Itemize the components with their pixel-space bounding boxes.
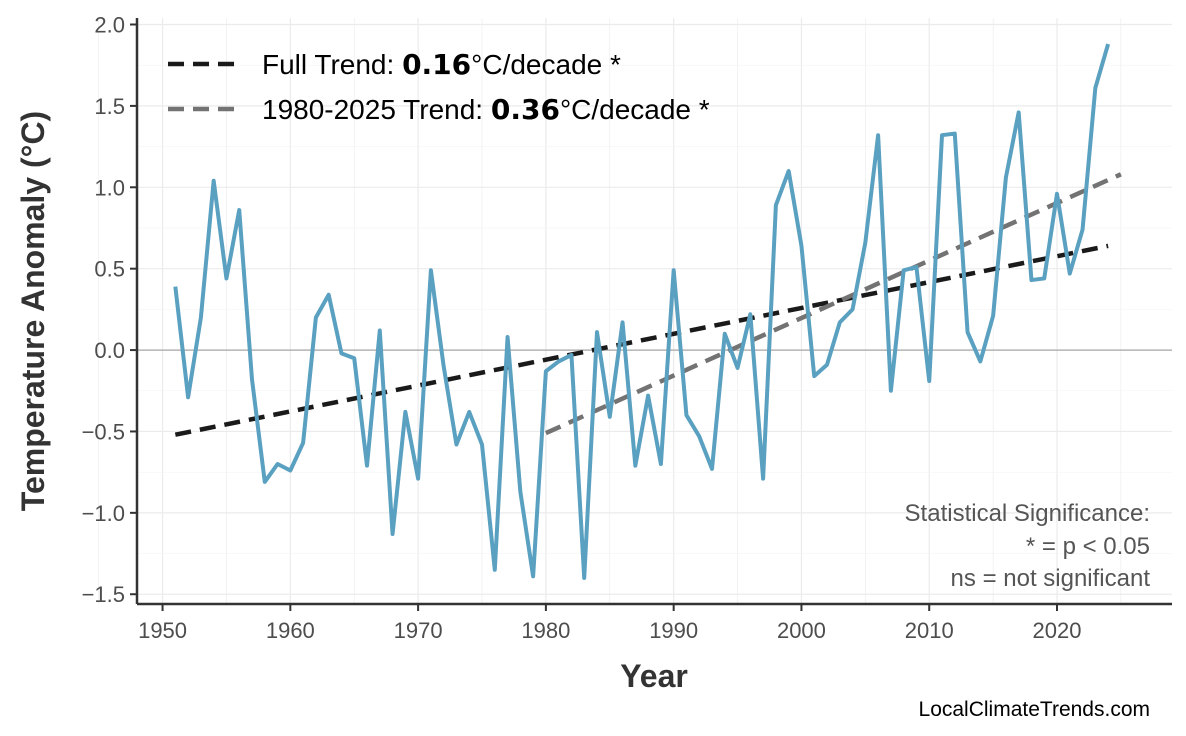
x-tick-label: 1980 bbox=[521, 618, 570, 643]
anomaly-series-line bbox=[173, 43, 1111, 580]
y-tick-label: 0.5 bbox=[94, 257, 125, 282]
y-tick-label: 2.0 bbox=[94, 13, 125, 38]
x-tick-label: 2010 bbox=[905, 618, 954, 643]
legend-label-full-trend: Full Trend: 0.16°C/decade * bbox=[262, 48, 621, 81]
y-tick-label: −1.5 bbox=[82, 582, 125, 607]
significance-note: Statistical Significance: * = p < 0.05 n… bbox=[905, 500, 1151, 592]
series-lines bbox=[173, 43, 1111, 580]
tick-labels: 1950 1960 1970 1980 1990 2000 2010 2020 −1.5 −1.0… bbox=[82, 13, 1082, 643]
axes bbox=[130, 18, 1172, 611]
legend-label-1980-trend: 1980-2025 Trend: 0.36°C/decade * bbox=[262, 93, 710, 126]
x-tick-label: 1960 bbox=[266, 618, 315, 643]
y-tick-label: −0.5 bbox=[82, 419, 125, 444]
y-tick-label: 1.0 bbox=[94, 175, 125, 200]
y-tick-label: 0.0 bbox=[94, 338, 125, 363]
legend: Full Trend: 0.16°C/decade * 1980-2025 Tr… bbox=[168, 48, 710, 126]
gridlines bbox=[98, 18, 1172, 604]
x-axis-title: Year bbox=[620, 658, 688, 694]
note-line: Statistical Significance: bbox=[905, 500, 1150, 527]
x-tick-label: 2000 bbox=[777, 618, 826, 643]
credit-text: LocalClimateTrends.com bbox=[919, 698, 1150, 721]
x-tick-label: 1970 bbox=[394, 618, 443, 643]
y-tick-label: 1.5 bbox=[94, 94, 125, 119]
x-tick-label: 1990 bbox=[649, 618, 698, 643]
note-line: ns = not significant bbox=[951, 565, 1151, 592]
note-line: * = p < 0.05 bbox=[1026, 533, 1150, 560]
x-tick-label: 2020 bbox=[1033, 618, 1082, 643]
trend-line bbox=[174, 243, 1109, 437]
trend-line bbox=[544, 172, 1122, 436]
x-tick-label: 1950 bbox=[138, 618, 187, 643]
y-tick-label: −1.0 bbox=[82, 501, 125, 526]
y-axis-title: Temperature Anomaly (°C) bbox=[15, 111, 51, 511]
